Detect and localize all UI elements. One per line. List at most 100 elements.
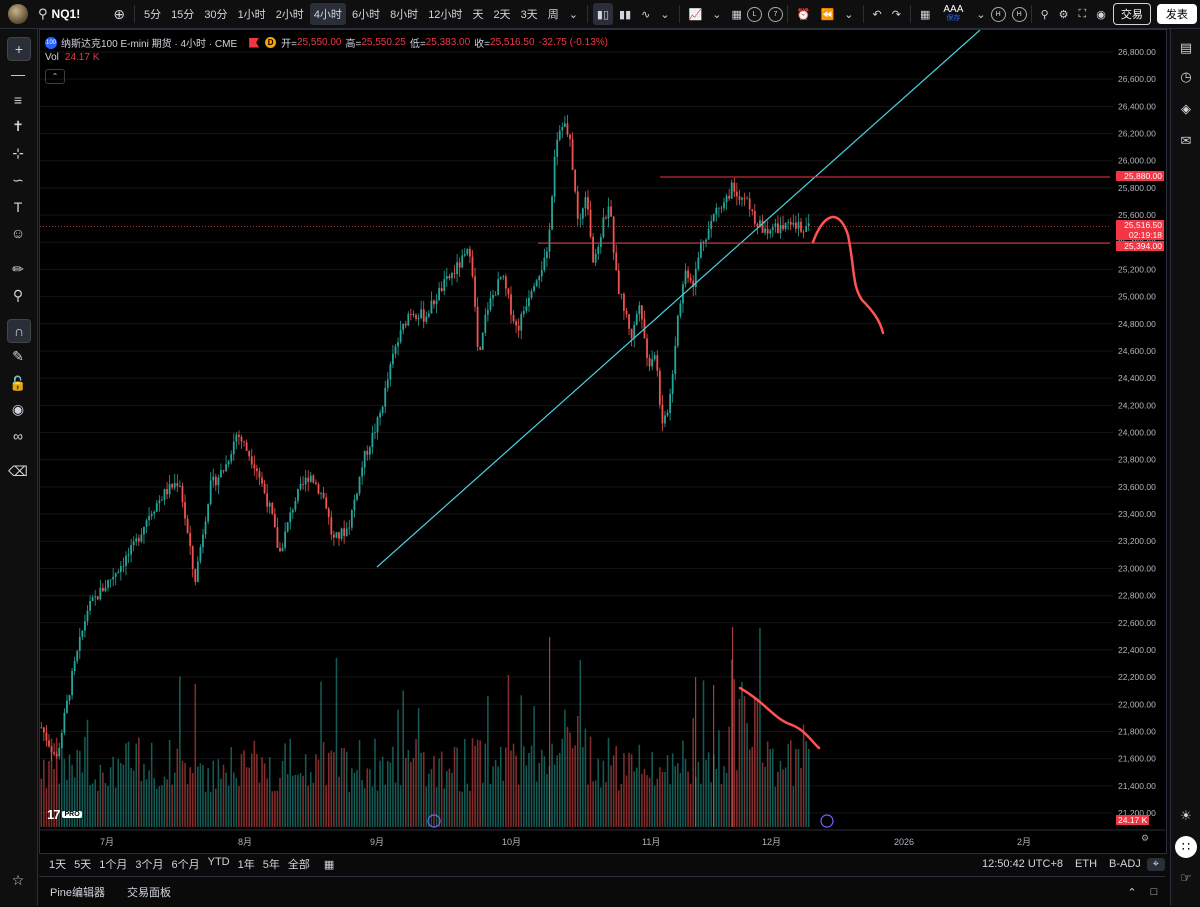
axis-settings-icon[interactable]: ⚙ — [1141, 834, 1149, 844]
chevron-down-icon[interactable]: ⌄ — [568, 8, 578, 21]
trend-line[interactable] — [376, 30, 981, 568]
settings-icon[interactable]: ⚙ — [1058, 8, 1069, 21]
range-4[interactable]: 6个月 — [171, 859, 200, 871]
add-symbol-icon[interactable]: ⊕ — [113, 5, 125, 22]
badge-h[interactable]: H — [990, 6, 1006, 22]
timeframe-6[interactable]: 6小时 — [351, 9, 381, 21]
indicators-icon[interactable]: 📈 — [688, 8, 703, 21]
layers-icon[interactable]: ◈ — [1181, 101, 1191, 116]
range-8[interactable]: 全部 — [287, 859, 310, 871]
forecast-drawing[interactable] — [811, 215, 885, 335]
session-toggle[interactable]: ETH — [1075, 858, 1098, 870]
notifications-icon[interactable]: ☞ — [1180, 870, 1192, 885]
range-6[interactable]: 1年 — [237, 859, 255, 871]
date-range-icon[interactable]: ▦ — [323, 858, 335, 871]
expand-icon[interactable]: ⌃ — [1127, 886, 1137, 899]
chart-pane[interactable] — [39, 29, 1167, 854]
fullscreen-icon[interactable]: ⛶ — [1078, 7, 1087, 20]
timeframe-11[interactable]: 3天 — [520, 9, 538, 21]
range-7[interactable]: 5年 — [262, 859, 280, 871]
price-axis[interactable]: 26,800.00 26,600.00 26,400.00 26,200.00 26,0… — [1113, 30, 1165, 825]
layout-name[interactable]: AAA 保存 — [943, 5, 963, 23]
timeframe-7[interactable]: 8小时 — [390, 9, 419, 21]
clock[interactable]: 12:50:42 UTC+8 — [981, 858, 1064, 870]
chat-icon[interactable]: ✉ — [1180, 133, 1192, 148]
timeframe-0[interactable]: 5分 — [143, 9, 162, 21]
chevron-down-icon[interactable]: ⌄ — [844, 8, 854, 21]
low-value: 25,383.00 — [425, 37, 471, 48]
timeframe-3[interactable]: 1小时 — [237, 9, 266, 21]
range-5[interactable]: YTD — [207, 856, 230, 868]
badge-h[interactable]: H — [1011, 6, 1027, 22]
trade-button[interactable]: 交易 — [1112, 3, 1151, 25]
symbol-name[interactable]: NQ1! — [51, 7, 81, 21]
timeframe-1[interactable]: 15分 — [171, 9, 195, 21]
lock-icon[interactable]: 🔓 — [9, 374, 27, 391]
eye-icon[interactable]: ◉ — [11, 400, 25, 417]
vol-label[interactable]: Vol — [45, 52, 59, 63]
timeframe-2[interactable]: 30分 — [204, 9, 228, 21]
camera-icon[interactable]: ◉ — [1096, 8, 1106, 21]
timeframe-9[interactable]: 天 — [472, 9, 484, 21]
timeframe-10[interactable]: 2天 — [493, 9, 511, 21]
collapse-legend-icon[interactable]: ⌃ — [45, 69, 65, 84]
text-icon[interactable]: T — [13, 199, 23, 215]
maximize-icon[interactable]: □ — [1150, 885, 1158, 898]
event-marker-icon[interactable] — [427, 814, 441, 828]
range-1[interactable]: 5天 — [74, 859, 92, 871]
star-icon[interactable]: ☆ — [11, 871, 25, 888]
line-chart-icon[interactable]: ∿ — [641, 8, 651, 21]
timeframe-12[interactable]: 周 — [547, 9, 559, 21]
horizontal-lines-icon[interactable]: ≡ — [13, 92, 23, 108]
crosshair-icon[interactable]: + — [7, 37, 31, 61]
timeframe-4[interactable]: 2小时 — [275, 9, 304, 21]
brush-icon[interactable]: ∽ — [12, 171, 24, 188]
alerts-icon[interactable]: ◷ — [1180, 69, 1192, 84]
ruler-icon[interactable]: ✏ — [12, 260, 24, 277]
templates-icon[interactable]: ▦ — [731, 8, 742, 21]
adjust-toggle[interactable]: B-ADJ — [1109, 858, 1141, 870]
bulb-icon[interactable]: ☀ — [1180, 808, 1192, 823]
zoom-icon[interactable]: ⚲ — [12, 286, 24, 303]
chevron-down-icon[interactable]: ⌄ — [712, 8, 722, 21]
watchlist-icon[interactable]: ▤ — [1179, 40, 1193, 55]
search-icon[interactable]: ⚲ — [38, 6, 48, 21]
range-3[interactable]: 3个月 — [135, 859, 164, 871]
range-0[interactable]: 1天 — [49, 859, 67, 871]
lock-draw-icon[interactable]: ✎ — [12, 347, 24, 364]
link-icon[interactable]: ∞ — [13, 428, 23, 444]
legend-title[interactable]: 纳斯达克100 E-mini 期货 · 4小时 · CME — [61, 39, 238, 50]
alert-icon[interactable]: ⏰ — [796, 8, 811, 21]
trend-line-icon[interactable]: ― — [11, 66, 25, 82]
quick-search-icon[interactable]: ⚲ — [1040, 8, 1049, 21]
tab-pine-editor[interactable]: Pine编辑器 — [50, 887, 106, 899]
badge-7[interactable]: 7 — [767, 6, 783, 22]
time-axis[interactable]: 7月 8月 9月 10月 11月 12月 2026 2月 — [40, 829, 1165, 847]
flag-icon[interactable] — [249, 37, 260, 48]
fib-icon[interactable]: ⊹ — [12, 144, 24, 161]
scale-icon[interactable]: ⌖ — [1146, 857, 1165, 871]
magnet-icon[interactable]: ∩ — [7, 319, 31, 343]
trash-icon[interactable]: ⌫ — [8, 462, 28, 479]
pattern-icon[interactable]: ✝ — [12, 117, 24, 134]
apps-icon[interactable]: ∷ — [1175, 836, 1197, 858]
tab-trading-panel[interactable]: 交易面板 — [127, 887, 172, 899]
layout-icon[interactable]: ▦ — [919, 8, 931, 21]
redo-icon[interactable]: ↷ — [891, 8, 901, 21]
timeframe-5[interactable]: 4小时 — [309, 3, 346, 25]
badge-l[interactable]: L — [746, 6, 762, 22]
timeframe-8[interactable]: 12小时 — [428, 9, 463, 21]
chevron-down-icon[interactable]: ⌄ — [976, 8, 986, 21]
chevron-down-icon[interactable]: ⌄ — [660, 8, 670, 21]
candles-icon[interactable]: ▮▯ — [592, 3, 614, 25]
publish-button[interactable]: 发表 — [1156, 4, 1197, 24]
emoji-icon[interactable]: ☺ — [10, 225, 26, 241]
price-chart[interactable]: 26,800.00 26,600.00 26,400.00 26,200.00 26,0… — [40, 30, 1165, 853]
replay-icon[interactable]: ⏪ — [820, 8, 835, 21]
volume-drawing[interactable] — [738, 686, 821, 750]
event-marker-icon[interactable] — [820, 814, 834, 828]
avatar[interactable] — [8, 4, 28, 24]
undo-icon[interactable]: ↶ — [872, 8, 882, 21]
range-2[interactable]: 1个月 — [99, 859, 128, 871]
bars-icon[interactable]: ▮▮ — [619, 8, 632, 21]
